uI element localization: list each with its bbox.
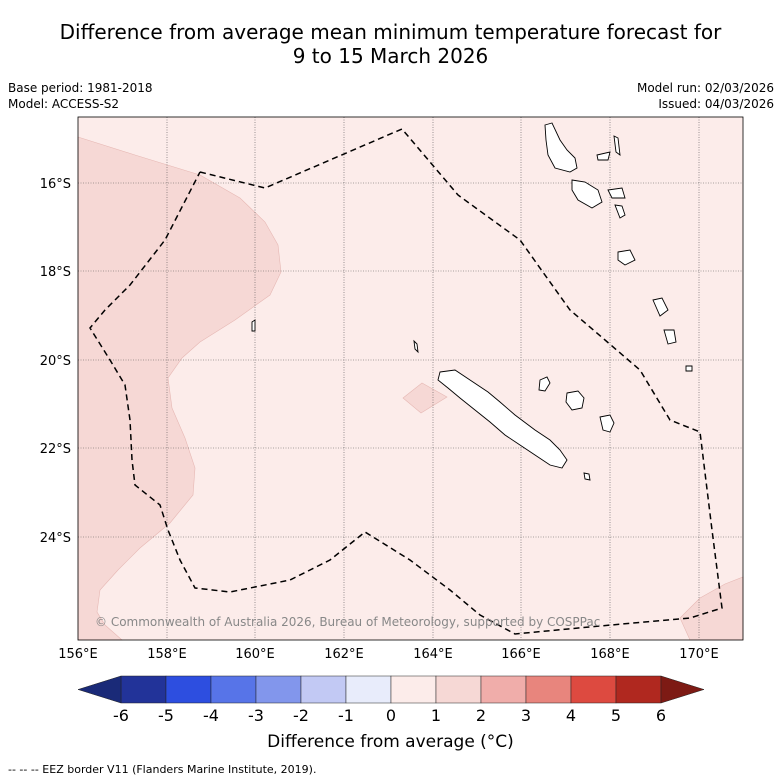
lon-label-164e: 164°E: [413, 647, 453, 662]
colorbar-segment: [345, 675, 392, 704]
lat-labels: 16°S 18°S 20°S 22°S 24°S: [40, 177, 71, 546]
eez-border: [89, 128, 723, 635]
colorbar-tick-5: 5: [610, 706, 622, 725]
island-efate: [614, 204, 626, 219]
lon-label-170e: 170°E: [679, 647, 719, 662]
island-pentecost: [613, 135, 621, 156]
title-line-1: Difference from average mean minimum tem…: [59, 20, 722, 44]
lon-label-168e: 168°E: [590, 647, 630, 662]
island-small-west: [251, 319, 256, 332]
lon-label-166e: 166°E: [501, 647, 541, 662]
gridlines: [78, 117, 743, 640]
colorbar-tick-neg4: -4: [203, 706, 219, 725]
map-frame: [77, 116, 744, 641]
lon-label-160e: 160°E: [235, 647, 275, 662]
model-run: Model run: 02/03/2026: [636, 81, 774, 95]
lon-labels: 156°E 158°E 160°E 162°E 164°E 166°E 168°…: [58, 647, 719, 662]
colorbar-segment: [210, 675, 257, 704]
island-belep: [413, 339, 419, 354]
colorbar-segment: [615, 675, 662, 704]
colorbar-tick-neg2: -2: [293, 706, 309, 725]
model-name: Model: ACCESS-S2: [8, 97, 120, 111]
island-lifou: [565, 390, 585, 411]
anomaly-region-central: [402, 382, 448, 414]
colorbar-tick-3: 3: [520, 706, 532, 725]
colorbar-segment: [120, 675, 167, 704]
colorbar-segment: [570, 675, 617, 704]
colorbar-segment: [255, 675, 302, 704]
colorbar-tick-4: 4: [565, 706, 577, 725]
colorbar-segment: [525, 675, 572, 704]
island-aneityum: [663, 329, 677, 345]
copyright-note: © Commonwealth of Australia 2026, Bureau…: [95, 615, 600, 629]
colorbar-tick-2: 2: [475, 706, 487, 725]
colorbar-tick-neg6: -6: [113, 706, 129, 725]
lat-label-16s: 16°S: [40, 177, 71, 192]
colorbar-tick-neg5: -5: [158, 706, 174, 725]
island-erromango: [617, 249, 636, 266]
base-period: Base period: 1981-2018: [8, 81, 153, 95]
anomaly-region-west: [77, 136, 282, 641]
colorbar-tick-neg1: -1: [338, 706, 354, 725]
colorbar-segment: [390, 675, 437, 704]
colorbar-over-arrow: [660, 675, 705, 704]
lat-label-24s: 24°S: [40, 531, 71, 546]
island-tanna: [652, 297, 669, 317]
lon-label-156e: 156°E: [58, 647, 98, 662]
colorbar-segment: [480, 675, 527, 704]
colorbar-tick-neg3: -3: [248, 706, 264, 725]
colorbar: [77, 675, 705, 704]
lon-label-162e: 162°E: [324, 647, 364, 662]
island-small-east: [685, 365, 693, 372]
colorbar-segment: [300, 675, 347, 704]
colorbar-tick-0: 0: [385, 706, 397, 725]
title-line-2: 9 to 15 March 2026: [292, 44, 489, 68]
issued-date: Issued: 04/03/2026: [658, 97, 774, 111]
eez-legend-note: -- -- -- EEZ border V11 (Flanders Marine…: [8, 763, 317, 776]
island-espiritu-santo: [544, 122, 578, 173]
island-mare: [599, 414, 615, 433]
lon-label-158e: 158°E: [147, 647, 187, 662]
colorbar-segment: [435, 675, 482, 704]
island-pines: [583, 472, 591, 481]
colorbar-title: Difference from average (°C): [267, 732, 514, 752]
lat-label-18s: 18°S: [40, 265, 71, 280]
colorbar-tick-6: 6: [655, 706, 667, 725]
colorbar-tick-1: 1: [430, 706, 442, 725]
lat-label-20s: 20°S: [40, 354, 71, 369]
island-malakula: [571, 179, 603, 209]
island-ambae: [596, 151, 611, 161]
colorbar-under-arrow: [77, 675, 122, 704]
island-grande-terre: [437, 369, 568, 469]
lat-label-22s: 22°S: [40, 442, 71, 457]
coastlines: [251, 122, 693, 481]
colorbar-segment: [165, 675, 212, 704]
island-epi: [607, 187, 626, 199]
island-ouvea: [538, 376, 551, 392]
